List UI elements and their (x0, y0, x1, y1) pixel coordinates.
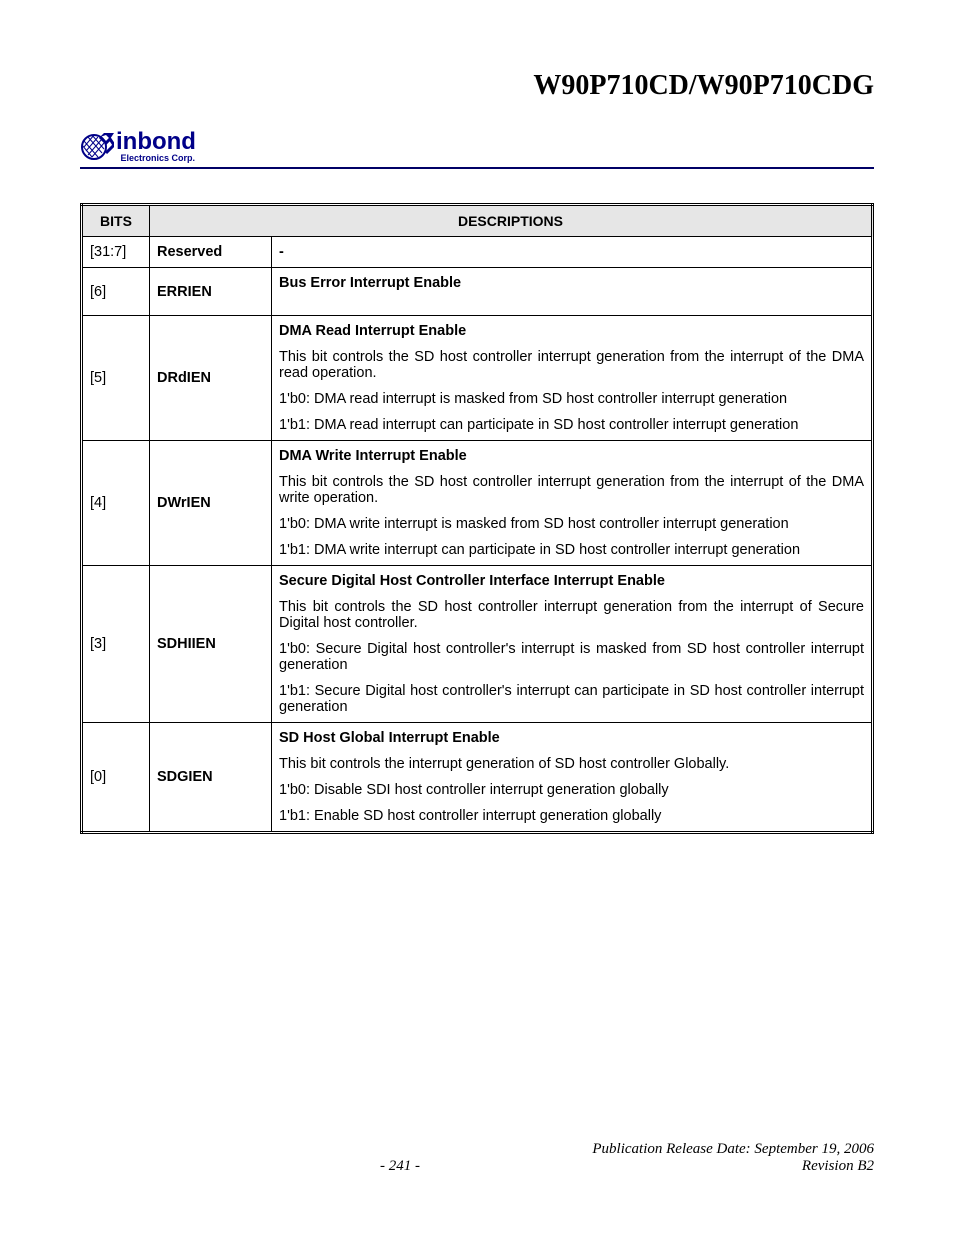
release-date: Publication Release Date: September 19, … (592, 1141, 874, 1157)
header-bits: BITS (82, 205, 150, 237)
table-row: [6] ERRIEN Bus Error Interrupt Enable (82, 268, 873, 316)
desc-heading: SD Host Global Interrupt Enable (279, 730, 864, 746)
desc-para: 1'b1: Secure Digital host controller's i… (279, 683, 864, 715)
header-descriptions: DESCRIPTIONS (150, 205, 873, 237)
bits-cell: [3] (82, 566, 150, 723)
desc-para: This bit controls the SD host controller… (279, 474, 864, 506)
winbond-logo-icon (80, 133, 114, 161)
desc-para: This bit controls the SD host controller… (279, 349, 864, 381)
logo-sub-text: Electronics Corp. (116, 154, 196, 163)
desc-para: 1'b1: DMA write interrupt can participat… (279, 542, 864, 558)
table-row: [4] DWrIEN DMA Write Interrupt Enable Th… (82, 441, 873, 566)
table-row: [3] SDHIIEN Secure Digital Host Controll… (82, 566, 873, 723)
desc-heading: Secure Digital Host Controller Interface… (279, 573, 864, 589)
desc-para: 1'b1: Enable SD host controller interrup… (279, 808, 864, 824)
desc-cell: SD Host Global Interrupt Enable This bit… (272, 723, 873, 833)
desc-cell: Bus Error Interrupt Enable (272, 268, 873, 316)
desc-cell: - (272, 237, 873, 268)
bits-cell: [4] (82, 441, 150, 566)
desc-para: 1'b0: Disable SDI host controller interr… (279, 782, 864, 798)
bits-cell: [6] (82, 268, 150, 316)
name-cell: DWrIEN (150, 441, 272, 566)
desc-para: 1'b1: DMA read interrupt can participate… (279, 417, 864, 433)
name-cell: Reserved (150, 237, 272, 268)
name-cell: SDGIEN (150, 723, 272, 833)
bits-cell: [5] (82, 316, 150, 441)
desc-para: 1'b0: DMA write interrupt is masked from… (279, 516, 864, 532)
bits-cell: [31:7] (82, 237, 150, 268)
page-container: W90P710CD/W90P710CDG inbond Electronics … (0, 0, 954, 1235)
page-number: - 241 - (380, 1158, 420, 1175)
document-title: W90P710CD/W90P710CDG (80, 70, 874, 102)
page-footer: - 241 - Publication Release Date: Septem… (80, 1141, 874, 1175)
desc-para: 1'b0: Secure Digital host controller's i… (279, 641, 864, 673)
desc-heading: - (279, 244, 864, 260)
desc-cell: DMA Write Interrupt Enable This bit cont… (272, 441, 873, 566)
bits-cell: [0] (82, 723, 150, 833)
desc-cell: DMA Read Interrupt Enable This bit contr… (272, 316, 873, 441)
footer-right: Publication Release Date: September 19, … (592, 1141, 874, 1175)
desc-para: 1'b0: DMA read interrupt is masked from … (279, 391, 864, 407)
logo-main-text: inbond (116, 130, 196, 154)
desc-heading: Bus Error Interrupt Enable (279, 275, 864, 291)
desc-cell: Secure Digital Host Controller Interface… (272, 566, 873, 723)
revision: Revision B2 (802, 1158, 874, 1174)
desc-heading: DMA Write Interrupt Enable (279, 448, 864, 464)
name-cell: ERRIEN (150, 268, 272, 316)
table-row: [5] DRdIEN DMA Read Interrupt Enable Thi… (82, 316, 873, 441)
desc-heading: DMA Read Interrupt Enable (279, 323, 864, 339)
table-row: [0] SDGIEN SD Host Global Interrupt Enab… (82, 723, 873, 833)
table-row: [31:7] Reserved - (82, 237, 873, 268)
name-cell: DRdIEN (150, 316, 272, 441)
logo-text: inbond Electronics Corp. (116, 130, 196, 163)
table-header-row: BITS DESCRIPTIONS (82, 205, 873, 237)
desc-para: This bit controls the interrupt generati… (279, 756, 864, 772)
desc-para: This bit controls the SD host controller… (279, 599, 864, 631)
register-table: BITS DESCRIPTIONS [31:7] Reserved - [6] … (80, 203, 874, 834)
name-cell: SDHIIEN (150, 566, 272, 723)
logo-row: inbond Electronics Corp. (80, 130, 874, 169)
